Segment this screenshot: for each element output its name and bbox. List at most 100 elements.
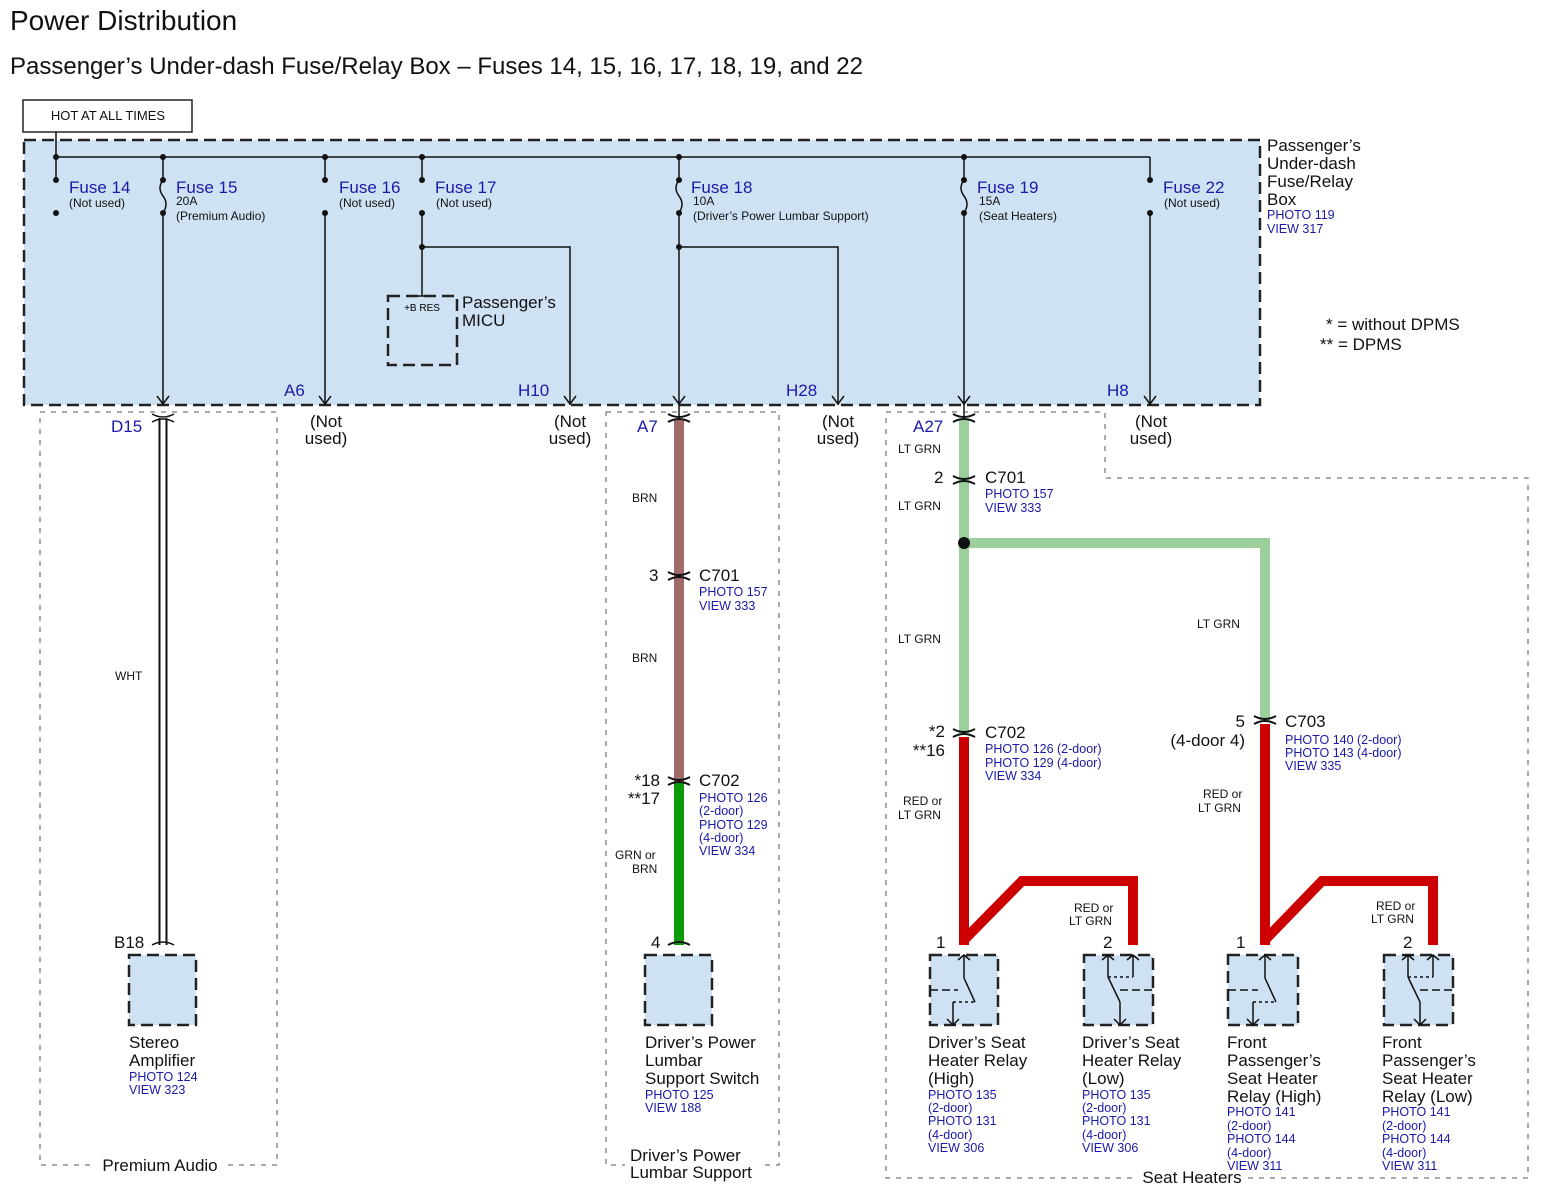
c702-label: C702	[699, 771, 740, 790]
svg-text:2: 2	[1103, 933, 1112, 952]
dpms-legend: * = without DPMS ** = DPMS	[1320, 315, 1460, 354]
relay-driver-low: 2 Driver’s Seat Heater Relay (Low) PHOTO…	[1082, 933, 1182, 1155]
svg-text:(Not: (Not	[310, 412, 342, 431]
lumbar-switch-box	[643, 953, 714, 1027]
svg-text:(Driver’s Power Lumbar Support: (Driver’s Power Lumbar Support)	[693, 209, 869, 223]
svg-text:(Not: (Not	[1135, 412, 1167, 431]
svg-text:Fuse 22: Fuse 22	[1163, 178, 1224, 197]
photo-link[interactable]: PHOTO 140 (2-door)	[1285, 733, 1401, 747]
c701-pin: 2	[934, 468, 943, 487]
svg-text:VIEW 306: VIEW 306	[1082, 1141, 1138, 1155]
view-link[interactable]: VIEW 333	[985, 501, 1041, 515]
photo-link[interactable]: PHOTO 129 (4-door)	[985, 756, 1101, 770]
fuse-19: Fuse 19 15A (Seat Heaters)	[977, 178, 1057, 223]
terminal-a6: A6	[284, 381, 305, 400]
svg-text:Passenger’s: Passenger’s	[1267, 136, 1361, 155]
view-link[interactable]: VIEW 188	[645, 1101, 701, 1115]
svg-text:PHOTO 131: PHOTO 131	[928, 1114, 997, 1128]
terminal-a7: A7	[637, 417, 658, 436]
view-link[interactable]: VIEW 317	[1267, 222, 1323, 236]
connector-icon	[151, 941, 175, 946]
svg-text:RED or: RED or	[1376, 899, 1415, 913]
svg-text:Lumbar: Lumbar	[645, 1051, 703, 1070]
page-title: Power Distribution	[10, 5, 237, 36]
svg-text:LT GRN: LT GRN	[1198, 801, 1241, 815]
svg-text:Driver’s Seat: Driver’s Seat	[928, 1033, 1026, 1052]
svg-text:VIEW 311: VIEW 311	[1382, 1159, 1437, 1173]
view-link[interactable]: VIEW 334	[985, 769, 1041, 783]
svg-text:20A: 20A	[176, 194, 197, 208]
view-link[interactable]: VIEW 334	[699, 844, 755, 858]
photo-link[interactable]: PHOTO 119	[1267, 208, 1335, 222]
svg-text:(Not used): (Not used)	[1164, 196, 1220, 210]
svg-text:Fuse/Relay: Fuse/Relay	[1267, 172, 1353, 191]
svg-text:Fuse 16: Fuse 16	[339, 178, 400, 197]
c701-label: C701	[985, 468, 1026, 487]
c703-label: C703	[1285, 712, 1326, 731]
svg-text:Box: Box	[1267, 190, 1297, 209]
view-link[interactable]: VIEW 333	[699, 599, 755, 613]
terminal-h8: H8	[1107, 381, 1129, 400]
svg-text:(Seat Heaters): (Seat Heaters)	[979, 209, 1057, 223]
svg-text:Support Switch: Support Switch	[645, 1069, 759, 1088]
svg-text:* = without DPMS: * = without DPMS	[1326, 315, 1460, 334]
photo-link[interactable]: PHOTO 143 (4-door)	[1285, 746, 1401, 760]
photo-link[interactable]: PHOTO 157	[699, 585, 768, 599]
photo-link[interactable]: PHOTO 126 (2-door)	[985, 742, 1101, 756]
svg-text:(High): (High)	[928, 1069, 974, 1088]
svg-text:Fuse 15: Fuse 15	[176, 178, 237, 197]
view-link[interactable]: VIEW 335	[1285, 759, 1341, 773]
svg-text:(Low): (Low)	[1082, 1069, 1125, 1088]
svg-text:BRN: BRN	[632, 862, 657, 876]
svg-text:Front: Front	[1382, 1033, 1422, 1052]
fuse-symbols	[159, 179, 968, 214]
svg-text:used): used)	[1130, 429, 1173, 448]
page-subtitle: Passenger’s Under-dash Fuse/Relay Box – …	[10, 53, 863, 80]
svg-text:Relay (Low): Relay (Low)	[1382, 1087, 1473, 1106]
svg-text:(Premium Audio): (Premium Audio)	[176, 209, 265, 223]
relay-driver-high: 1 Driver’s Seat Heater Relay (High) PHOT…	[928, 933, 1028, 1155]
svg-text:10A: 10A	[693, 194, 714, 208]
power-bus	[55, 132, 1151, 180]
relay-passenger-high: 1 Front Passenger’s Seat Heater Relay (H…	[1226, 933, 1321, 1173]
fuse-15: Fuse 15 20A (Premium Audio)	[176, 178, 265, 223]
stereo-amplifier-box	[127, 953, 198, 1027]
c701-label: C701	[699, 566, 740, 585]
svg-text:(4-door): (4-door)	[1082, 1128, 1126, 1142]
photo-link[interactable]: PHOTO 124	[129, 1070, 198, 1084]
fuse-14: Fuse 14 (Not used)	[69, 178, 130, 210]
svg-text:RED or: RED or	[1203, 787, 1242, 801]
photo-link[interactable]: PHOTO 126	[699, 791, 768, 805]
photo-link[interactable]: PHOTO 125	[645, 1088, 714, 1102]
c703-pin: 5	[1236, 712, 1245, 731]
red-wire	[960, 876, 1138, 945]
svg-text:LT GRN: LT GRN	[898, 499, 941, 513]
svg-text:Relay (High): Relay (High)	[1227, 1087, 1321, 1106]
seat-heater-wires	[959, 420, 1438, 945]
view-link[interactable]: VIEW 323	[129, 1083, 185, 1097]
photo-link[interactable]: PHOTO 157	[985, 487, 1054, 501]
svg-text:used): used)	[305, 429, 348, 448]
svg-text:(4-door): (4-door)	[928, 1128, 972, 1142]
svg-text:**16: **16	[913, 741, 945, 760]
micu-label: Passenger’s	[462, 293, 556, 312]
svg-text:PHOTO 141: PHOTO 141	[1382, 1105, 1451, 1119]
svg-text:1: 1	[1236, 933, 1245, 952]
svg-text:Seat Heater: Seat Heater	[1382, 1069, 1473, 1088]
label-bg	[625, 1146, 760, 1186]
terminal-h28: H28	[786, 381, 817, 400]
svg-text:LT GRN: LT GRN	[898, 442, 941, 456]
arrow-icons	[156, 395, 1157, 406]
svg-text:(4-door 4): (4-door 4)	[1170, 731, 1245, 750]
svg-text:1: 1	[936, 933, 945, 952]
photo-link[interactable]: PHOTO 129	[699, 818, 768, 832]
svg-text:LT GRN: LT GRN	[1371, 912, 1414, 926]
wire-color-label: BRN	[632, 491, 657, 505]
svg-text:Heater Relay: Heater Relay	[1082, 1051, 1182, 1070]
svg-text:(Not: (Not	[822, 412, 854, 431]
terminal-a27: A27	[913, 417, 943, 436]
svg-text:PHOTO 144: PHOTO 144	[1382, 1132, 1451, 1146]
svg-text:** = DPMS: ** = DPMS	[1320, 335, 1402, 354]
svg-text:(2-door): (2-door)	[1382, 1119, 1426, 1133]
